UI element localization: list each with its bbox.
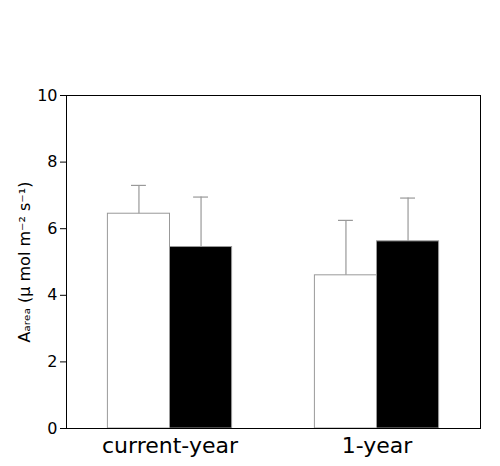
svg-text:6: 6 (47, 219, 57, 238)
html-text:Site: ns: Site: ns (339, 5, 396, 23)
svg-text:0: 0 (47, 419, 57, 438)
html-text:Needle age: ns: Needle age: ns (339, 26, 452, 44)
svg-text:Aₐᵣₑₐ (μ mol m⁻² s⁻¹): Aₐᵣₑₐ (μ mol m⁻² s⁻¹) (15, 182, 34, 343)
svg-text:2: 2 (47, 352, 57, 371)
svg-text:current-year: current-year (102, 433, 239, 458)
svg-text:1-year: 1-year (342, 433, 414, 458)
svg-text:10: 10 (37, 86, 57, 105)
svg-text:4: 4 (47, 285, 57, 304)
svg-text:8: 8 (47, 152, 57, 171)
html-text:Site*Needle age: ns: Site*Needle age: ns (339, 47, 488, 65)
